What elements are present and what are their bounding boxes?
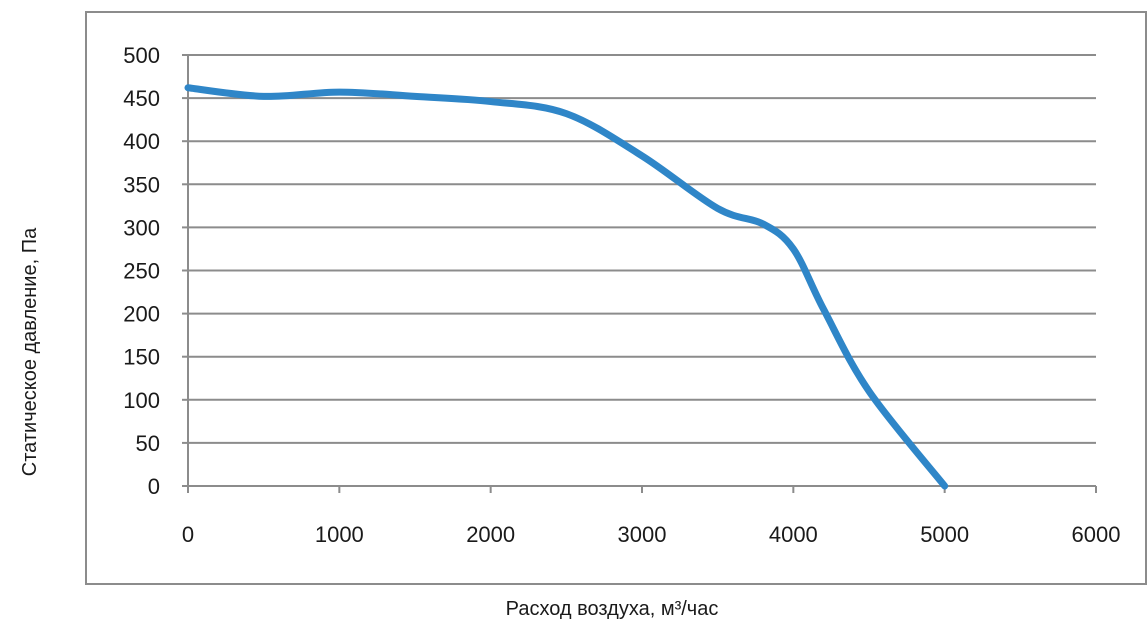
gridlines	[188, 54, 1096, 444]
y-tick-label: 150	[123, 345, 160, 370]
y-tick-label: 300	[123, 215, 160, 240]
y-tick-labels: 0 50 100 150 200 250 300 350 400 450 500	[123, 43, 160, 499]
series-line	[184, 84, 949, 490]
x-tick-label: 6000	[1072, 522, 1121, 547]
y-axis-title: Статическое давление, Па	[19, 227, 41, 476]
y-tick-label: 350	[123, 172, 160, 197]
x-tick-label: 3000	[618, 522, 667, 547]
y-tick-label: 500	[123, 43, 160, 68]
y-tick-label: 400	[123, 129, 160, 154]
x-tick-label: 5000	[920, 522, 969, 547]
y-tick-label: 0	[148, 474, 160, 499]
x-tick-label: 2000	[466, 522, 515, 547]
x-tick-labels: 0 1000 2000 3000 4000 5000 6000	[182, 522, 1121, 547]
x-tick-label: 4000	[769, 522, 818, 547]
x-tick-label: 0	[182, 522, 194, 547]
y-tick-label: 100	[123, 388, 160, 413]
x-tick-label: 1000	[315, 522, 364, 547]
y-tick-label: 250	[123, 259, 160, 284]
y-tick-label: 200	[123, 302, 160, 327]
x-axis-title: Расход воздуха, м³/час	[506, 598, 719, 620]
series-group	[184, 84, 949, 490]
y-tick-label: 50	[136, 431, 160, 456]
y-tick-label: 450	[123, 86, 160, 111]
chart-frame	[85, 11, 1147, 585]
axes	[182, 54, 1097, 493]
